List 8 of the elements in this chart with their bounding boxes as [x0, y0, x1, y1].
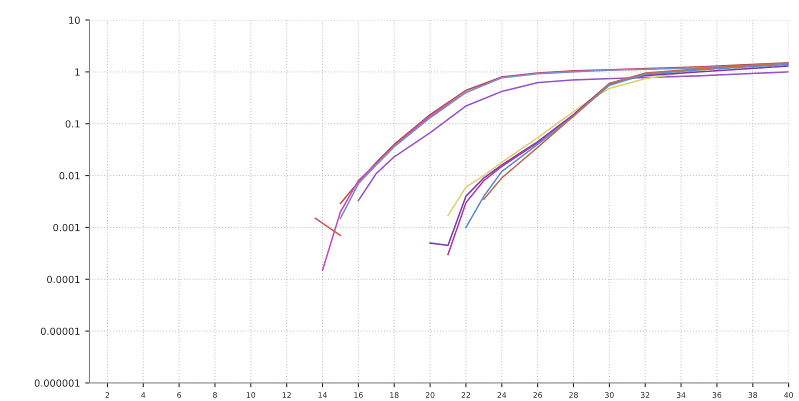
y-tick-label: 0.00001 — [40, 328, 80, 335]
y-tick-label: 0.001 — [53, 224, 80, 232]
y-tick-label: 0.01 — [59, 172, 80, 180]
y-tick-label: 1 — [75, 68, 80, 76]
y-tick-label: 0.000001 — [34, 379, 80, 387]
y-tick-label: 10 — [69, 16, 80, 24]
y-tick-label: 0.1 — [66, 120, 80, 128]
y-tick-label: 0.0001 — [47, 276, 80, 284]
